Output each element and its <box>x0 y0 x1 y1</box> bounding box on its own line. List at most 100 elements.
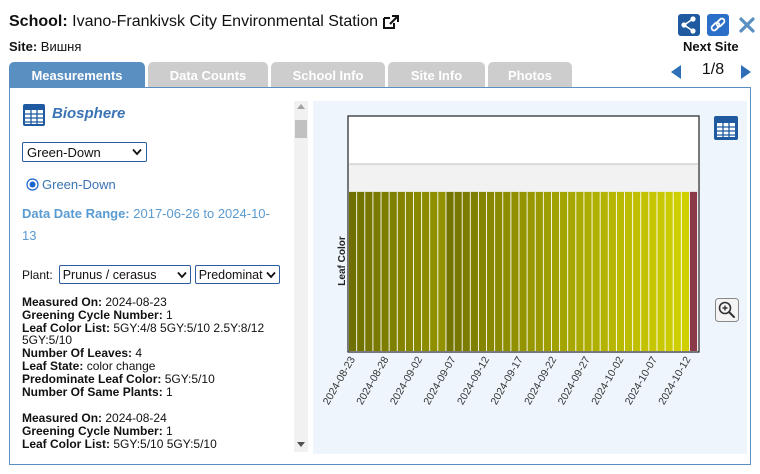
bar <box>576 191 584 351</box>
close-button[interactable] <box>736 14 758 36</box>
bar <box>478 191 487 351</box>
bar <box>357 191 365 351</box>
date-range: Data Date Range: 2017-06-26 to 2024-10-1… <box>22 203 284 247</box>
site-line: Site: Вишня <box>9 39 81 54</box>
field-label: Leaf Color List: <box>22 436 111 451</box>
bar <box>560 191 568 351</box>
bar <box>503 191 511 351</box>
table-view-icon[interactable] <box>713 115 739 141</box>
tab-data-counts[interactable]: Data Counts <box>148 62 268 88</box>
external-link-icon[interactable] <box>382 14 400 30</box>
chevron-down-icon <box>177 271 187 278</box>
tab-photos[interactable]: Photos <box>488 62 572 88</box>
bar <box>438 191 446 351</box>
field-label: Greening Cycle Number: <box>22 307 163 322</box>
x-tick-label: 2024-10-02 <box>589 354 626 407</box>
bar <box>413 191 422 351</box>
bar <box>373 191 381 351</box>
y-axis-label: Leaf Color <box>337 236 348 286</box>
bars-group <box>349 191 698 351</box>
bar <box>608 191 616 351</box>
bar <box>422 191 430 351</box>
site-name: Вишня <box>40 39 82 54</box>
predominate-select[interactable]: Predominate <box>194 265 280 284</box>
bar <box>486 191 495 351</box>
bar <box>641 191 649 351</box>
bar <box>511 191 519 351</box>
measured-on-value: 2024-08-23 <box>105 295 167 309</box>
bar <box>495 191 503 351</box>
tab-site-info[interactable]: Site Info <box>388 62 485 88</box>
scrollbar[interactable] <box>294 101 308 452</box>
greening-value: 1 <box>166 423 173 438</box>
chevron-down-icon <box>132 148 142 156</box>
bar <box>616 191 625 351</box>
bar <box>592 191 600 351</box>
bar <box>527 191 535 351</box>
copy-link-button[interactable] <box>707 14 729 36</box>
section-title: Biosphere <box>52 105 126 122</box>
bar <box>535 191 543 351</box>
radio-label: Green-Down <box>42 177 116 192</box>
bar <box>446 191 454 351</box>
x-tick-label: 2024-09-22 <box>522 354 559 407</box>
bar <box>624 191 633 351</box>
x-ticks-group: 2024-08-232024-08-282024-09-022024-09-07… <box>321 354 694 407</box>
x-tick-label: 2024-09-27 <box>556 354 593 407</box>
chevron-down-icon <box>266 271 276 278</box>
field-label: Leaf Color List: <box>22 320 111 335</box>
leaf-state-value: color change <box>86 358 156 373</box>
school-name: Ivano-Frankivsk City Environmental Stati… <box>72 13 379 30</box>
x-tick-label: 2024-09-17 <box>488 354 525 407</box>
field-label: Leaf State: <box>22 358 84 373</box>
bar <box>600 191 608 351</box>
bar <box>519 191 527 351</box>
field-label: Greening Cycle Number: <box>22 423 163 438</box>
scrollbar-thumb[interactable] <box>295 120 307 138</box>
bar <box>381 191 389 351</box>
bar <box>657 191 665 351</box>
radio-selected-icon <box>26 178 39 191</box>
school-title: School: Ivano-Frankivsk City Environment… <box>9 13 400 31</box>
date-range-value: 2017-06-26 to 2024-10-13 <box>22 206 270 243</box>
bar <box>397 191 405 351</box>
field-label: Measured On: <box>22 295 103 309</box>
measured-on-value: 2024-08-24 <box>105 411 167 425</box>
plant-row: Plant: Prunus / cerasus Predominate <box>22 265 280 284</box>
bar <box>389 191 397 351</box>
plant-select[interactable]: Prunus / cerasus <box>58 265 191 284</box>
x-tick-label: 2024-09-02 <box>388 354 425 407</box>
tab-school-info[interactable]: School Info <box>271 62 385 88</box>
x-tick-label: 2024-10-07 <box>623 354 660 407</box>
bar <box>673 191 681 351</box>
field-label: Measured On: <box>22 411 103 425</box>
zoom-in-icon[interactable] <box>715 298 739 322</box>
bar <box>405 191 414 351</box>
bar <box>543 191 552 351</box>
school-label: School: <box>9 13 68 30</box>
scroll-down-icon[interactable] <box>296 439 306 449</box>
field-label: Number Of Same Plants: <box>22 384 163 399</box>
next-arrow-icon[interactable] <box>738 63 754 81</box>
prev-arrow-icon[interactable] <box>668 63 684 81</box>
tab-measurements[interactable]: Measurements <box>9 62 145 88</box>
site-label: Site: <box>9 39 38 54</box>
measurement-record: Measured On: 2024-08-24 Greening Cycle N… <box>22 412 284 450</box>
date-range-label: Data Date Range: <box>22 206 130 221</box>
greening-value: 1 <box>166 307 173 322</box>
bar <box>462 191 470 351</box>
x-tick-label: 2024-08-28 <box>354 354 391 407</box>
scroll-up-icon[interactable] <box>296 102 306 112</box>
pred-color-value: 5GY:5/10 <box>164 371 215 386</box>
bar <box>365 191 373 351</box>
share-icon <box>681 16 696 34</box>
share-button[interactable] <box>678 14 700 36</box>
table-icon[interactable] <box>22 103 46 127</box>
protocol-select[interactable]: Green-Down <box>22 142 147 162</box>
bar <box>689 191 698 351</box>
next-site-label: Next Site <box>683 39 739 54</box>
x-tick-label: 2024-10-12 <box>656 354 693 407</box>
radio-green-down[interactable]: Green-Down <box>26 177 116 192</box>
bar <box>681 191 689 351</box>
field-label: Number Of Leaves: <box>22 346 133 361</box>
